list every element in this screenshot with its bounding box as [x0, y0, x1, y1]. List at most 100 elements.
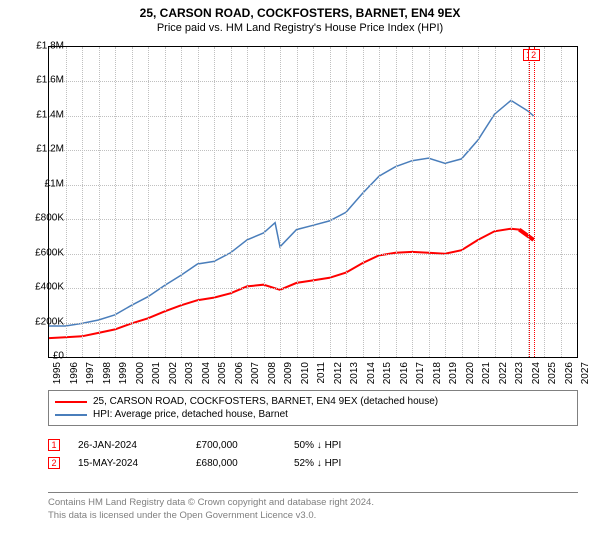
marker-rule	[534, 47, 535, 357]
gridline-v	[544, 47, 545, 357]
gridline-v	[181, 47, 182, 357]
x-axis-label: 2004	[201, 362, 212, 384]
gridline-v	[264, 47, 265, 357]
gridline-v	[396, 47, 397, 357]
plot-area: 12	[48, 46, 578, 358]
gridline-v	[297, 47, 298, 357]
y-axis-label: £0	[8, 351, 64, 362]
y-axis-label: £1.8M	[8, 41, 64, 52]
x-axis-label: 2019	[448, 362, 459, 384]
x-axis-label: 2011	[316, 362, 327, 384]
x-axis-label: 2002	[168, 362, 179, 384]
x-axis-label: 2003	[184, 362, 195, 384]
transaction-date: 15-MAY-2024	[78, 458, 178, 469]
gridline-v	[82, 47, 83, 357]
x-axis-label: 2027	[580, 362, 591, 384]
x-axis-label: 1996	[69, 362, 80, 384]
legend-swatch	[55, 401, 87, 403]
chart-container: 25, CARSON ROAD, COCKFOSTERS, BARNET, EN…	[0, 0, 600, 560]
x-axis-label: 2016	[399, 362, 410, 384]
y-axis-label: £800K	[8, 213, 64, 224]
x-axis-label: 2009	[283, 362, 294, 384]
gridline-v	[363, 47, 364, 357]
y-axis-label: £1.4M	[8, 109, 64, 120]
x-axis-label: 2014	[366, 362, 377, 384]
x-axis-label: 2026	[564, 362, 575, 384]
x-axis-label: 2023	[514, 362, 525, 384]
series-price-paid-recent	[519, 230, 533, 240]
gridline-v	[165, 47, 166, 357]
transaction-row: 2 15-MAY-2024 £680,000 52% ↓ HPI	[48, 454, 578, 472]
gridline-v	[198, 47, 199, 357]
transaction-hpi: 50% ↓ HPI	[294, 440, 394, 451]
transaction-date: 26-JAN-2024	[78, 440, 178, 451]
legend-swatch	[55, 414, 87, 416]
x-axis-label: 2015	[382, 362, 393, 384]
y-axis-label: £1.2M	[8, 144, 64, 155]
footer-line-1: Contains HM Land Registry data © Crown c…	[48, 497, 578, 510]
x-axis-label: 2017	[415, 362, 426, 384]
x-axis-label: 2018	[432, 362, 443, 384]
footer-line-2: This data is licensed under the Open Gov…	[48, 510, 578, 523]
x-axis-label: 2007	[250, 362, 261, 384]
transaction-price: £680,000	[196, 458, 276, 469]
legend: 25, CARSON ROAD, COCKFOSTERS, BARNET, EN…	[48, 390, 578, 426]
gridline-v	[561, 47, 562, 357]
gridline-v	[214, 47, 215, 357]
gridline-v	[478, 47, 479, 357]
transactions-table: 1 26-JAN-2024 £700,000 50% ↓ HPI 2 15-MAY-202…	[48, 436, 578, 472]
x-axis-label: 2013	[349, 362, 360, 384]
marker-box-2: 2	[528, 49, 540, 61]
x-axis-label: 1997	[85, 362, 96, 384]
x-axis-label: 2021	[481, 362, 492, 384]
y-axis-label: £1.6M	[8, 75, 64, 86]
gridline-v	[412, 47, 413, 357]
footer: Contains HM Land Registry data © Crown c…	[48, 492, 578, 523]
gridline-v	[231, 47, 232, 357]
x-axis-label: 2008	[267, 362, 278, 384]
transaction-row: 1 26-JAN-2024 £700,000 50% ↓ HPI	[48, 436, 578, 454]
gridline-v	[462, 47, 463, 357]
x-axis-label: 2001	[151, 362, 162, 384]
gridline-v	[132, 47, 133, 357]
chart-title: 25, CARSON ROAD, COCKFOSTERS, BARNET, EN…	[0, 0, 600, 20]
legend-item: 25, CARSON ROAD, COCKFOSTERS, BARNET, EN…	[55, 395, 571, 408]
legend-item: HPI: Average price, detached house, Barn…	[55, 408, 571, 421]
gridline-v	[313, 47, 314, 357]
y-axis-label: £600K	[8, 247, 64, 258]
x-axis-label: 1995	[52, 362, 63, 384]
x-axis-label: 2012	[333, 362, 344, 384]
gridline-v	[511, 47, 512, 357]
transaction-price: £700,000	[196, 440, 276, 451]
x-axis-label: 2005	[217, 362, 228, 384]
x-axis-label: 1999	[118, 362, 129, 384]
transaction-marker: 1	[48, 439, 60, 451]
x-axis-label: 2025	[547, 362, 558, 384]
y-axis-label: £400K	[8, 282, 64, 293]
gridline-v	[66, 47, 67, 357]
marker-rule	[529, 47, 530, 357]
chart-subtitle: Price paid vs. HM Land Registry's House …	[0, 20, 600, 34]
gridline-v	[247, 47, 248, 357]
gridline-v	[495, 47, 496, 357]
gridline-v	[115, 47, 116, 357]
gridline-v	[445, 47, 446, 357]
gridline-v	[99, 47, 100, 357]
x-axis-label: 2000	[135, 362, 146, 384]
gridline-v	[379, 47, 380, 357]
x-axis-label: 2020	[465, 362, 476, 384]
gridline-v	[148, 47, 149, 357]
y-axis-label: £1M	[8, 178, 64, 189]
gridline-v	[346, 47, 347, 357]
gridline-v	[429, 47, 430, 357]
legend-label: HPI: Average price, detached house, Barn…	[93, 409, 288, 420]
x-axis-label: 2010	[300, 362, 311, 384]
transaction-marker: 2	[48, 457, 60, 469]
x-axis-label: 2022	[498, 362, 509, 384]
x-axis-label: 2006	[234, 362, 245, 384]
legend-label: 25, CARSON ROAD, COCKFOSTERS, BARNET, EN…	[93, 396, 438, 407]
gridline-v	[330, 47, 331, 357]
y-axis-label: £200K	[8, 316, 64, 327]
x-axis-label: 2024	[531, 362, 542, 384]
transaction-hpi: 52% ↓ HPI	[294, 458, 394, 469]
